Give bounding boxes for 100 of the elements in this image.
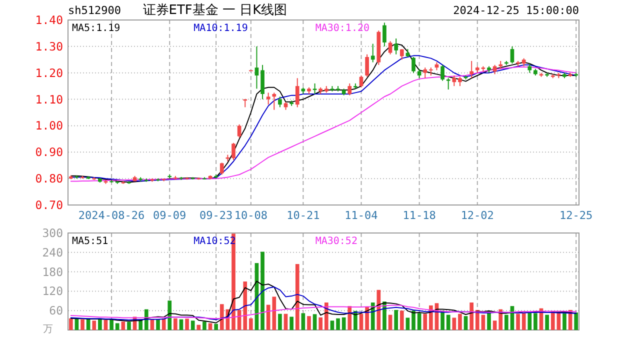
bar	[440, 310, 444, 330]
bar	[307, 316, 311, 330]
bar	[104, 320, 108, 330]
candlestick	[400, 48, 404, 60]
x-tick-label: 10-21	[286, 209, 320, 222]
bar	[406, 318, 410, 330]
bar	[336, 318, 340, 330]
x-tick-label: 09-09	[153, 209, 186, 222]
bar	[388, 314, 392, 330]
bar	[98, 318, 102, 330]
bar	[452, 318, 456, 330]
legend: MA5:1.19 MA10:1.19 MA30:1.20	[72, 23, 370, 34]
bar	[127, 322, 131, 330]
bar	[214, 324, 218, 330]
y-tick-label: 0.70	[35, 198, 64, 212]
bar	[278, 314, 282, 330]
bar	[464, 316, 468, 330]
candlestick	[382, 22, 386, 47]
bar	[202, 322, 206, 330]
bar	[348, 306, 352, 330]
candlestick	[423, 67, 428, 79]
bar	[516, 314, 520, 330]
bar	[156, 319, 160, 330]
candlestick	[446, 78, 450, 90]
y-tick-label: 1.10	[35, 92, 64, 106]
candlestick	[312, 82, 317, 94]
bar	[394, 310, 398, 330]
bar	[550, 312, 555, 330]
text: sh512900	[68, 4, 121, 17]
y-tick-label: 1.30	[35, 39, 64, 54]
x-tick-label: 2024-08-26	[78, 209, 145, 222]
candlestick	[528, 63, 532, 74]
y-axis-title: 万	[43, 324, 53, 335]
bar	[68, 318, 73, 330]
bar	[110, 319, 114, 330]
candlestick	[394, 38, 398, 55]
candlestick	[348, 82, 352, 96]
bar	[545, 314, 549, 330]
candlestick	[510, 46, 514, 64]
x-tick-label: 12-02	[460, 209, 494, 222]
bar	[498, 309, 503, 330]
bar	[190, 320, 195, 330]
candlestick	[412, 56, 416, 74]
y-tick-label: 1.20	[35, 66, 64, 80]
x-tick-label: 10-08	[234, 209, 268, 222]
bar	[301, 313, 306, 330]
bar	[249, 318, 253, 330]
bar	[290, 316, 294, 330]
candlestick	[452, 75, 456, 87]
bar	[80, 319, 84, 330]
y-tick-label: 180	[42, 264, 64, 279]
bar	[318, 317, 323, 330]
bar	[412, 310, 416, 330]
bar	[574, 312, 578, 330]
x-tick-label: 11-18	[402, 209, 436, 222]
bar	[528, 312, 532, 330]
bar	[208, 323, 212, 330]
text: 2024-12-25 15:00:00	[453, 4, 579, 17]
bar	[342, 317, 346, 330]
y-tick-label: 0.90	[35, 145, 64, 160]
bar	[417, 313, 422, 330]
candlestick	[266, 92, 270, 106]
bar	[115, 323, 120, 330]
bar	[382, 302, 386, 330]
y-tick-label: 60	[49, 304, 64, 318]
bar	[260, 252, 264, 330]
bar	[522, 313, 526, 330]
bar	[168, 300, 172, 330]
bar	[196, 324, 201, 330]
candlestick	[220, 162, 224, 176]
bar	[429, 305, 433, 330]
bar	[446, 314, 450, 330]
bar	[121, 322, 126, 330]
candlestick	[370, 43, 375, 63]
candlestick	[237, 124, 242, 138]
bar	[534, 313, 538, 330]
bar	[562, 313, 566, 330]
candlestick	[260, 64, 264, 100]
bar	[458, 314, 462, 330]
bar	[243, 282, 248, 330]
bar	[295, 264, 300, 330]
bar	[330, 320, 334, 330]
candlestick	[388, 40, 392, 55]
bar	[284, 314, 288, 330]
bar	[92, 320, 96, 330]
bar	[359, 314, 364, 330]
bar	[179, 319, 184, 330]
x-tick-label: 11-04	[344, 209, 378, 222]
y-tick-label: 1.40	[35, 13, 64, 27]
x-tick-label: 09-23	[200, 209, 233, 222]
bar	[470, 302, 474, 330]
bar	[312, 314, 317, 330]
y-tick-label: 240	[42, 245, 64, 260]
y-tick-label: 0.80	[35, 172, 64, 186]
candlestick	[232, 142, 236, 161]
candlestick	[254, 46, 259, 90]
bar	[376, 290, 381, 330]
candlestick	[440, 64, 444, 82]
candlestick	[458, 76, 462, 87]
candlestick	[295, 78, 300, 108]
